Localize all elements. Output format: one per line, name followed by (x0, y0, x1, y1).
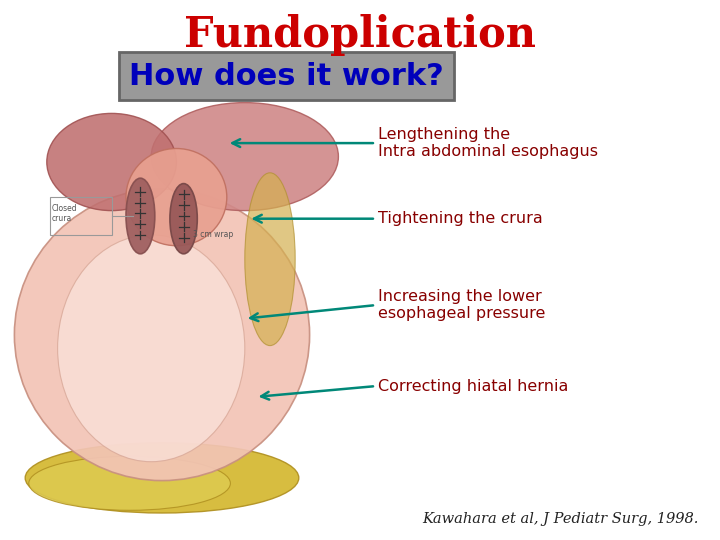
Text: Fundoplication: Fundoplication (184, 14, 536, 56)
Ellipse shape (47, 113, 176, 211)
Text: Lengthening the
Intra abdominal esophagus: Lengthening the Intra abdominal esophagu… (378, 127, 598, 159)
Text: Increasing the lower
esophageal pressure: Increasing the lower esophageal pressure (378, 289, 545, 321)
Text: Kawahara et al, J Pediatr Surg, 1998.: Kawahara et al, J Pediatr Surg, 1998. (422, 512, 698, 526)
Ellipse shape (14, 189, 310, 481)
Ellipse shape (29, 456, 230, 510)
Text: Correcting hiatal hernia: Correcting hiatal hernia (378, 379, 568, 394)
Ellipse shape (170, 184, 197, 254)
Text: Tightening the crura: Tightening the crura (378, 211, 543, 226)
Text: How does it work?: How does it work? (129, 62, 444, 91)
Bar (119, 52, 454, 100)
Bar (50, 197, 112, 235)
Ellipse shape (25, 443, 299, 513)
Ellipse shape (126, 148, 227, 246)
Ellipse shape (126, 178, 155, 254)
Ellipse shape (58, 235, 245, 462)
Text: Closed
crura: Closed crura (52, 204, 78, 223)
Ellipse shape (151, 103, 338, 211)
Text: 3 cm wrap: 3 cm wrap (193, 231, 233, 239)
Ellipse shape (245, 173, 295, 346)
